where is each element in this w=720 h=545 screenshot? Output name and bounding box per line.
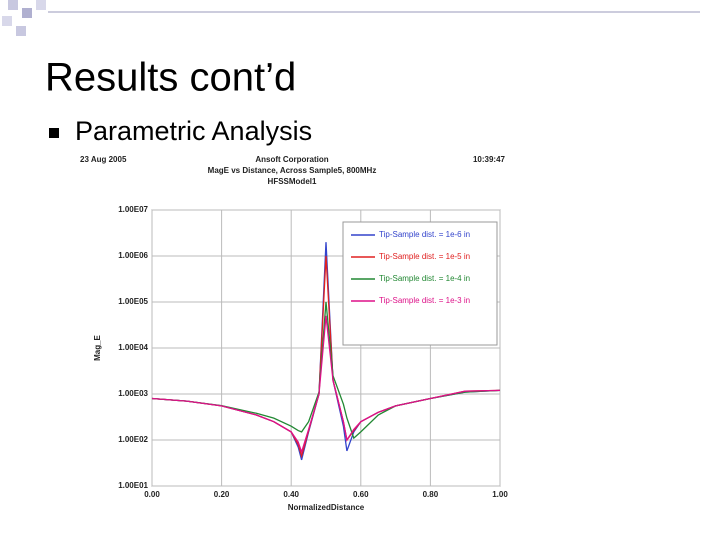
chart-company: Ansoft Corporation	[255, 155, 328, 164]
y-tick-label: 1.00E06	[118, 251, 148, 260]
bullet-marker	[49, 128, 59, 138]
chart-title: MagE vs Distance, Across Sample5, 800MHz	[208, 166, 377, 175]
x-tick-label: 0.60	[353, 490, 369, 499]
legend-label: Tip-Sample dist. = 1e-6 in	[379, 230, 470, 239]
legend-box	[342, 221, 498, 346]
y-tick-label: 1.00E04	[118, 343, 148, 352]
y-tick-label: 1.00E07	[118, 205, 148, 214]
y-axis-label: Mag_E	[93, 334, 102, 360]
y-tick-label: 1.00E02	[118, 435, 148, 444]
x-tick-label: 0.80	[423, 490, 439, 499]
slide-decoration	[2, 0, 700, 36]
y-tick-label: 1.00E03	[118, 389, 148, 398]
slide-title: Results cont’d	[45, 56, 296, 100]
y-tick-label: 1.00E05	[118, 297, 148, 306]
legend-label: Tip-Sample dist. = 1e-4 in	[379, 274, 470, 283]
bullet-text: Parametric Analysis	[75, 116, 312, 146]
x-tick-label: 0.40	[283, 490, 299, 499]
series-line	[151, 301, 501, 440]
chart-subtitle: HFSSModel1	[268, 177, 317, 186]
y-tick-label: 1.00E01	[118, 481, 148, 490]
x-axis-label: NormalizedDistance	[288, 503, 365, 512]
chart-time: 10:39:47	[473, 155, 506, 164]
x-tick-label: 1.00	[492, 490, 508, 499]
legend-label: Tip-Sample dist. = 1e-5 in	[379, 252, 470, 261]
chart-date: 23 Aug 2005	[80, 155, 127, 164]
series-line	[151, 315, 501, 454]
x-tick-label: 0.00	[144, 490, 160, 499]
x-tick-label: 0.20	[214, 490, 230, 499]
legend-label: Tip-Sample dist. = 1e-3 in	[379, 296, 470, 305]
